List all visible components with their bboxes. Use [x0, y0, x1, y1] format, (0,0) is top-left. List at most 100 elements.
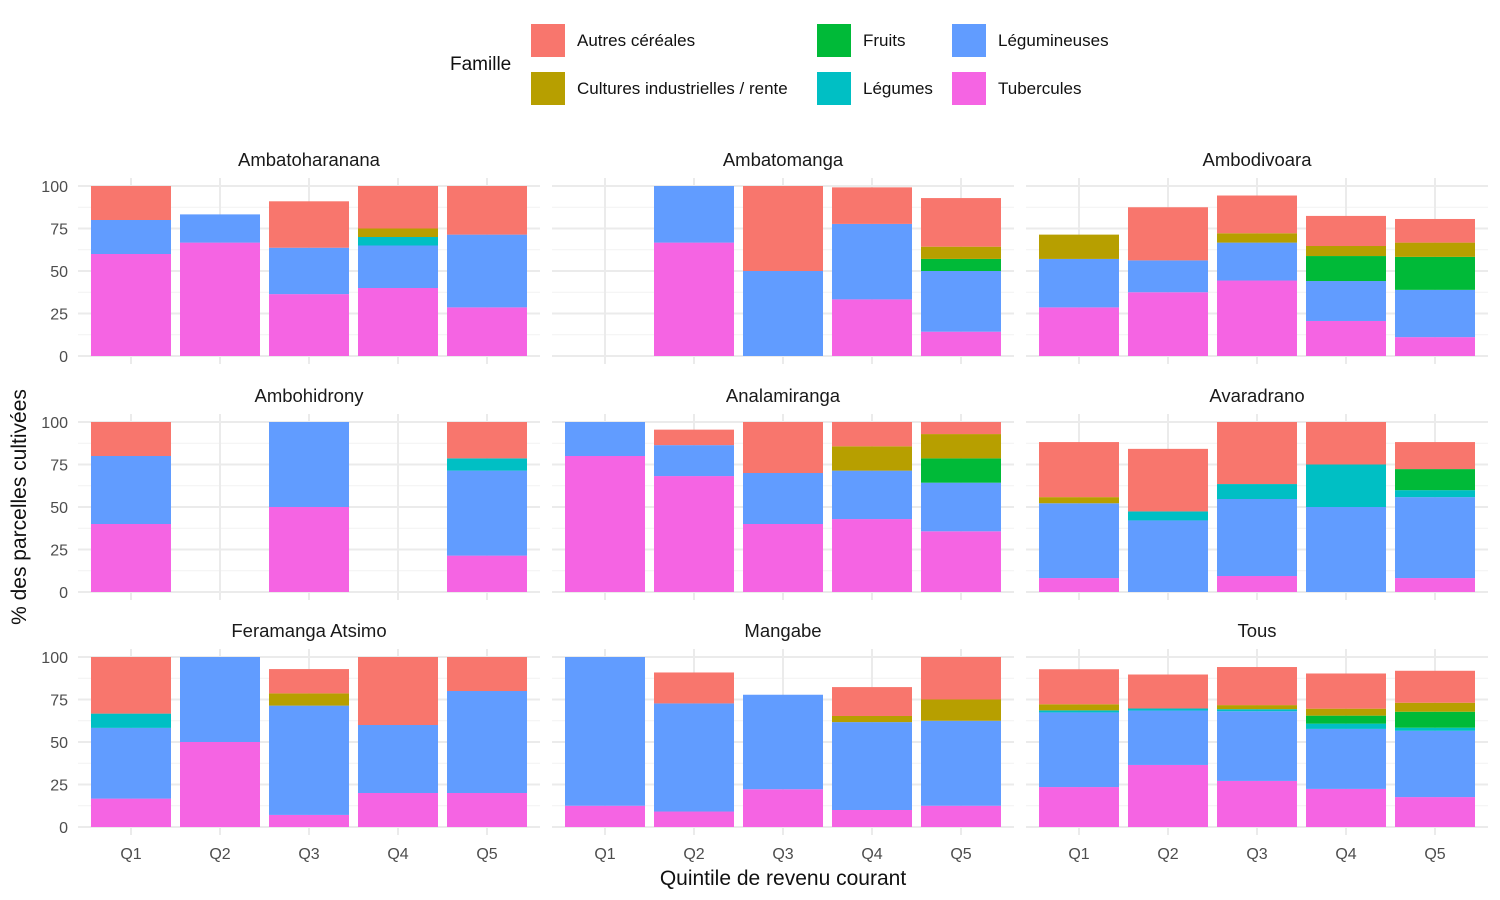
- bar-segment-legumineuses-q5: [447, 234, 527, 308]
- bar-segment-legumineuses-q1: [1039, 712, 1119, 788]
- legend-key-legumineuses: [952, 24, 986, 57]
- y-tick-label: 0: [59, 820, 68, 837]
- x-tick-label: Q1: [120, 846, 141, 863]
- panel-title: Mangabe: [744, 620, 821, 641]
- bar-segment-tubercules-q5: [447, 793, 527, 827]
- bar-segment-autres-cereales-q2: [654, 672, 734, 704]
- x-tick-label: Q5: [1424, 846, 1445, 863]
- panel-title: Ambodivoara: [1202, 149, 1312, 170]
- bar-segment-fruits-q5: [1395, 469, 1475, 491]
- bar-segment-autres-cereales-q2: [1128, 448, 1208, 512]
- y-tick-label: 75: [50, 458, 68, 475]
- panel-mangabe: Mangabe Q1 Q2 Q3 Q4 Q5: [552, 620, 1014, 863]
- bar-segment-autres-cereales-q4: [1306, 215, 1386, 247]
- bar-segment-tubercules-q2: [1128, 292, 1208, 356]
- bar-segment-tubercules-q5: [447, 555, 527, 592]
- bar-segment-tubercules-q1: [91, 798, 171, 827]
- panel-ambatomanga: Ambatomanga: [552, 149, 1014, 364]
- bar-segment-autres-cereales-q4: [832, 422, 912, 447]
- bar-segment-autres-cereales-q4: [1306, 422, 1386, 465]
- bar-segment-tubercules-q2: [654, 242, 734, 356]
- bar-segment-legumineuses-q1: [565, 422, 645, 456]
- bar-segment-tubercules-q4: [832, 519, 912, 592]
- panel-title: Ambatoharanana: [238, 149, 381, 170]
- x-tick-label: Q5: [950, 846, 971, 863]
- bar-segment-legumineuses-q3: [743, 473, 823, 524]
- y-tick-label: 50: [50, 500, 68, 517]
- legend-label-legumes: Légumes: [863, 79, 933, 98]
- bar-segment-legumineuses-q1: [91, 456, 171, 524]
- bar-segment-autres-cereales-q5: [921, 422, 1001, 435]
- bar-segment-autres-cereales-q4: [1306, 673, 1386, 709]
- bar-segment-autres-cereales-q5: [1395, 442, 1475, 470]
- legend-label-tubercules: Tubercules: [998, 79, 1082, 98]
- bar-segment-tubercules-q4: [1306, 788, 1386, 827]
- bar-segment-autres-cereales-q5: [921, 198, 1001, 247]
- bar-segment-cultures-industrielles-rente-q4: [1306, 708, 1386, 716]
- panel-title: Avaradrano: [1209, 385, 1304, 406]
- bar-segment-autres-cereales-q1: [91, 186, 171, 220]
- bar-segment-cultures-industrielles-rente-q4: [832, 715, 912, 723]
- bar-segment-legumes-q5: [1395, 490, 1475, 498]
- bar-segment-legumineuses-q4: [832, 223, 912, 300]
- bar-segment-tubercules-q1: [1039, 307, 1119, 356]
- bar-segment-cultures-industrielles-rente-q4: [832, 446, 912, 471]
- bar-segment-legumineuses-q5: [1395, 497, 1475, 579]
- bar-segment-legumes-q5: [1395, 727, 1475, 731]
- bar-segment-legumineuses-q5: [921, 271, 1001, 332]
- bar-segment-legumes-q3: [1217, 484, 1297, 500]
- bar-segment-legumineuses-q1: [91, 220, 171, 254]
- bar-segment-legumineuses-q3: [1217, 711, 1297, 781]
- bar-segment-legumineuses-q5: [447, 470, 527, 556]
- bar-segment-tubercules-q5: [921, 531, 1001, 592]
- bar-segment-tubercules-q1: [91, 524, 171, 592]
- bar-segment-legumineuses-q2: [180, 657, 260, 742]
- x-tick-label: Q5: [476, 846, 497, 863]
- bar-segment-tubercules-q2: [654, 811, 734, 827]
- x-tick-label: Q2: [1157, 846, 1178, 863]
- bar-segment-autres-cereales-q3: [269, 201, 349, 248]
- bar-segment-legumineuses-q3: [269, 705, 349, 815]
- bar-segment-legumineuses-q5: [1395, 289, 1475, 338]
- bar-segment-legumineuses-q3: [743, 694, 823, 790]
- bar-segment-autres-cereales-q2: [1128, 674, 1208, 709]
- legend-key-legumes: [817, 72, 851, 105]
- legend: Famille Autres céréales Cultures industri…: [450, 22, 1150, 112]
- bar-segment-autres-cereales-q4: [832, 187, 912, 224]
- bar-segment-tubercules-q2: [180, 242, 260, 356]
- bar-segment-autres-cereales-q5: [1395, 670, 1475, 703]
- bar-segment-tubercules-q3: [1217, 576, 1297, 592]
- bar-segment-autres-cereales-q5: [447, 186, 527, 235]
- bar-segment-legumineuses-q4: [358, 725, 438, 793]
- y-tick-label: 25: [50, 307, 68, 324]
- bar-segment-autres-cereales-q3: [269, 669, 349, 694]
- bar-segment-legumineuses-q3: [1217, 242, 1297, 281]
- bar-segment-tubercules-q3: [743, 524, 823, 592]
- bar-segment-tubercules-q2: [180, 742, 260, 827]
- bar-segment-legumineuses-q3: [743, 271, 823, 356]
- bar-segment-autres-cereales-q3: [1217, 195, 1297, 234]
- panel-analamiranga: Analamiranga: [552, 385, 1014, 600]
- bar-segment-autres-cereales-q3: [1217, 422, 1297, 485]
- y-tick-label: 25: [50, 778, 68, 795]
- bar-segment-fruits-q5: [1395, 256, 1475, 290]
- bar-segment-tubercules-q1: [1039, 787, 1119, 827]
- bar-segment-autres-cereales-q5: [447, 657, 527, 691]
- panel-title: Tous: [1237, 620, 1276, 641]
- bar-segment-legumineuses-q5: [1395, 730, 1475, 798]
- bar-segment-cultures-industrielles-rente-q5: [921, 434, 1001, 459]
- bar-segment-legumineuses-q4: [1306, 507, 1386, 592]
- bar-segment-legumes-q4: [1306, 464, 1386, 507]
- bar-segment-cultures-industrielles-rente-q4: [358, 228, 438, 237]
- y-tick-label: 100: [41, 650, 68, 667]
- bar-segment-autres-cereales-q4: [358, 657, 438, 725]
- panel-tous: Tous Q1 Q2 Q3 Q4 Q5: [1026, 620, 1488, 863]
- bar-segment-legumineuses-q5: [447, 691, 527, 793]
- bar-segment-cultures-industrielles-rente-q4: [1306, 246, 1386, 257]
- bar-segment-legumineuses-q2: [180, 214, 260, 243]
- bar-segment-tubercules-q4: [832, 299, 912, 356]
- bar-segment-tubercules-q4: [1306, 320, 1386, 356]
- x-tick-label: Q2: [683, 846, 704, 863]
- bar-segment-tubercules-q1: [565, 456, 645, 592]
